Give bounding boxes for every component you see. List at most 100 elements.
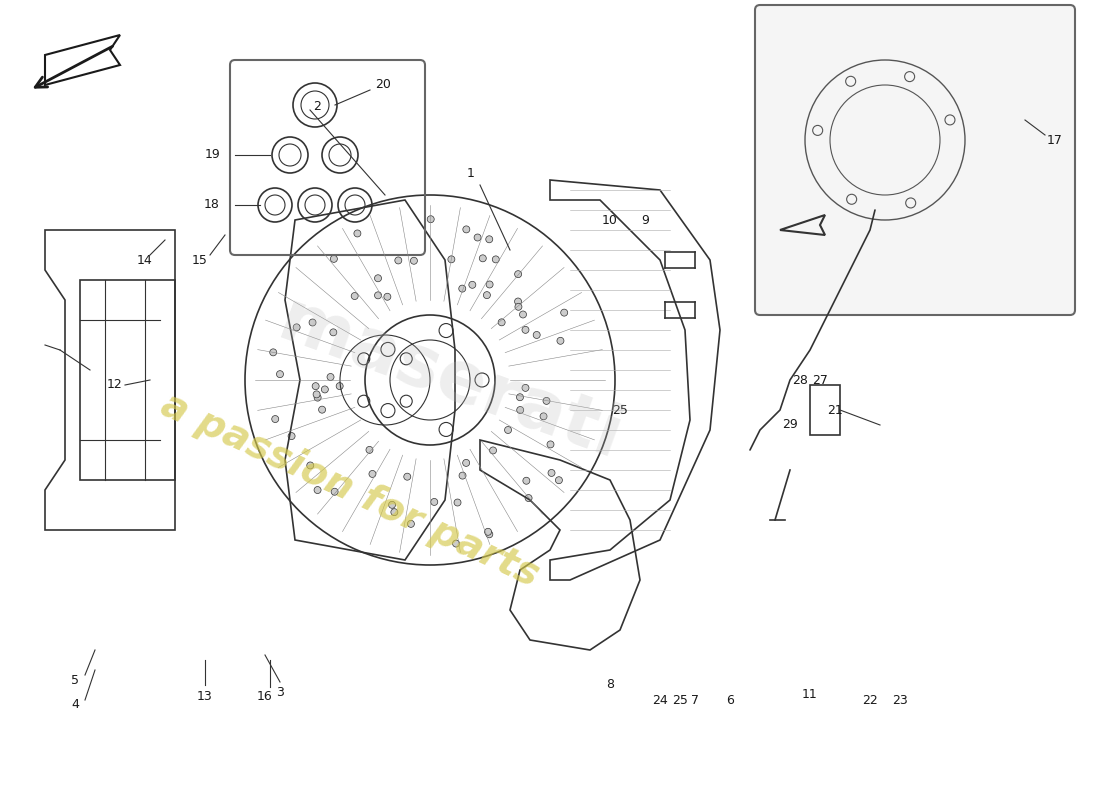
Circle shape [525,494,532,502]
Circle shape [431,498,438,506]
Circle shape [486,236,493,242]
Circle shape [276,370,284,378]
Text: 23: 23 [892,694,907,706]
Text: 11: 11 [802,689,818,702]
Circle shape [315,394,321,401]
Circle shape [534,331,540,338]
Circle shape [515,270,521,278]
Text: 27: 27 [812,374,828,386]
Circle shape [337,382,343,390]
Circle shape [315,486,321,494]
Text: 19: 19 [205,149,220,162]
Circle shape [330,329,337,336]
Circle shape [384,294,390,300]
Circle shape [366,446,373,454]
Circle shape [388,502,396,508]
Circle shape [407,520,415,527]
Circle shape [312,382,319,390]
Circle shape [410,258,417,264]
Text: 3: 3 [276,686,284,698]
Text: 21: 21 [827,403,843,417]
Text: 18: 18 [205,198,220,211]
Text: 2: 2 [314,101,321,114]
Circle shape [522,478,530,484]
Circle shape [483,292,491,298]
Circle shape [293,324,300,331]
Text: 9: 9 [641,214,649,226]
Circle shape [309,319,316,326]
Circle shape [480,255,486,262]
Circle shape [374,292,382,299]
Text: 6: 6 [726,694,734,706]
Circle shape [351,293,359,299]
Circle shape [515,298,521,305]
Circle shape [459,285,465,292]
Circle shape [547,441,554,448]
Circle shape [490,447,496,454]
Text: 12: 12 [107,378,123,391]
Circle shape [314,391,320,398]
Circle shape [486,281,493,288]
Circle shape [454,499,461,506]
Text: 10: 10 [602,214,618,226]
Text: 4: 4 [72,698,79,711]
Text: 25: 25 [612,403,628,417]
Text: 16: 16 [257,690,273,703]
Circle shape [469,282,476,288]
Circle shape [390,509,398,516]
Circle shape [330,255,338,262]
Circle shape [474,234,481,241]
Circle shape [556,477,562,484]
Text: maserati: maserati [270,286,630,474]
Circle shape [272,415,278,422]
Text: 29: 29 [782,418,797,431]
FancyBboxPatch shape [755,5,1075,315]
Text: 14: 14 [138,254,153,266]
Circle shape [463,459,470,466]
Circle shape [368,470,376,478]
Text: 13: 13 [197,690,213,703]
Circle shape [517,394,524,401]
Circle shape [459,472,466,479]
Circle shape [395,257,402,264]
Text: a passion for parts: a passion for parts [155,386,544,594]
Circle shape [522,326,529,334]
Circle shape [327,374,334,381]
Circle shape [452,540,460,547]
Circle shape [448,256,455,263]
Circle shape [463,226,470,233]
Circle shape [515,303,521,310]
Circle shape [331,488,338,495]
Circle shape [561,309,568,316]
Circle shape [321,386,328,393]
Text: 7: 7 [691,694,698,706]
Circle shape [270,349,277,356]
Circle shape [519,311,527,318]
Circle shape [517,406,524,414]
Text: 20: 20 [375,78,390,91]
Text: 15: 15 [192,254,208,266]
Circle shape [486,531,493,538]
Circle shape [404,473,410,480]
Text: 28: 28 [792,374,807,386]
Circle shape [493,256,499,263]
Circle shape [374,274,382,282]
Text: 1: 1 [468,167,475,180]
Text: 24: 24 [652,694,668,706]
Circle shape [288,433,295,439]
Text: 5: 5 [72,674,79,686]
Circle shape [505,426,512,434]
Text: 25: 25 [672,694,688,706]
Circle shape [557,338,564,344]
Circle shape [319,406,326,413]
Bar [810,385,840,435]
Circle shape [548,470,556,477]
Circle shape [522,384,529,391]
Circle shape [307,462,314,469]
Circle shape [543,398,550,404]
Text: 8: 8 [606,678,614,691]
Circle shape [498,319,505,326]
Circle shape [427,216,434,222]
Circle shape [540,413,547,420]
Text: 22: 22 [862,694,878,706]
